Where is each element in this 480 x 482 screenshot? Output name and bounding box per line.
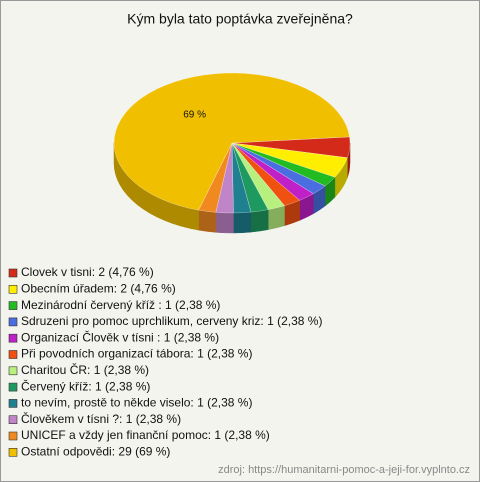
- data-label: 69 %: [183, 109, 206, 120]
- legend-label: Sdruzeni pro pomoc uprchlikum, cerveny k…: [21, 314, 322, 328]
- slice-side: [233, 211, 252, 234]
- slice: [113, 72, 350, 211]
- slice-side: [198, 209, 217, 233]
- legend-swatch: [8, 268, 18, 278]
- legend-label: Člověkem v tísni ?: 1 (2,38 %): [21, 411, 181, 426]
- legend-label: Charitou ČR: 1 (2,38 %): [21, 362, 149, 377]
- legend-swatch: [8, 382, 18, 392]
- legend-swatch: [8, 415, 18, 425]
- legend-label: to nevím, prostě to někde viselo: 1 (2,3…: [21, 396, 252, 410]
- slice-side: [250, 209, 269, 233]
- legend-label: Při povodních organizací tábora: 1 (2,38…: [21, 347, 252, 361]
- legend-label: Organizací Člověk v tísni : 1 (2,38 %): [21, 329, 219, 344]
- legend-label: UNICEF a vždy jen finanční pomoc: 1 (2,3…: [21, 428, 270, 442]
- legend-swatch: [8, 301, 18, 310]
- legend-label: Obecním úřadem: 2 (4,76 %): [21, 281, 176, 295]
- legend-label: Clovek v tisni: 2 (4,76 %): [21, 265, 154, 279]
- legend-label: Mezinárodní červený kříž : 1 (2,38 %): [21, 298, 220, 312]
- legend-swatch: [8, 350, 18, 359]
- legend-swatch: [8, 284, 18, 294]
- source: zdroj: https://humanitarni-pomoc-a-jeji-…: [218, 464, 470, 476]
- slice-side: [215, 212, 234, 234]
- legend-swatch: [8, 366, 18, 376]
- legend-label: Ostatní odpovědi: 29 (69 %): [21, 444, 170, 458]
- legend-swatch: [8, 431, 18, 441]
- legend-swatch: [8, 447, 18, 457]
- legend-swatch: [8, 317, 18, 327]
- legend-swatch: [8, 399, 18, 408]
- chart-title: Kým byla tato poptávka zveřejněna?: [127, 11, 353, 27]
- legend-swatch: [8, 333, 18, 343]
- legend-label: Červený kříž: 1 (2,38 %): [21, 378, 150, 393]
